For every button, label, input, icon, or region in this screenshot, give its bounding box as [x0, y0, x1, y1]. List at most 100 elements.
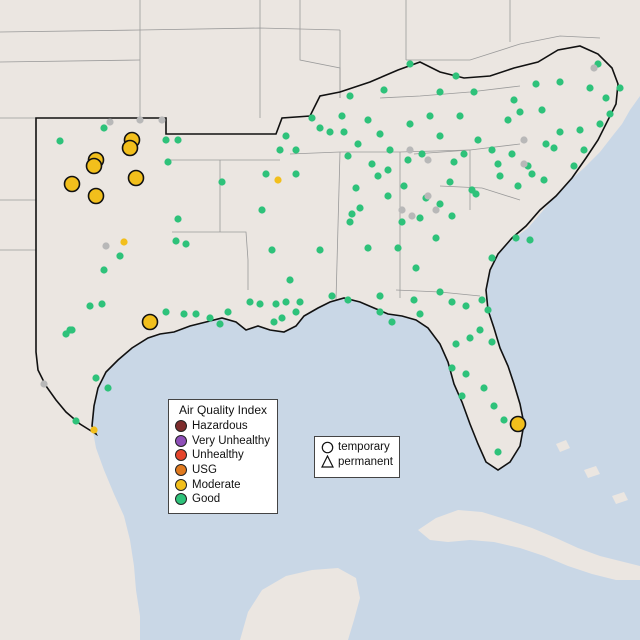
- monitor-good[interactable]: [494, 160, 502, 168]
- monitor-good[interactable]: [452, 72, 460, 80]
- monitor-good[interactable]: [344, 152, 352, 160]
- monitor-good[interactable]: [538, 106, 546, 114]
- monitor-good[interactable]: [412, 264, 420, 272]
- monitor-good[interactable]: [100, 124, 108, 132]
- monitor-good[interactable]: [192, 310, 200, 318]
- monitor-good[interactable]: [292, 170, 300, 178]
- monitor-good[interactable]: [446, 178, 454, 186]
- monitor-good[interactable]: [348, 210, 356, 218]
- monitor-good[interactable]: [452, 340, 460, 348]
- monitor-good[interactable]: [532, 80, 540, 88]
- monitor-good[interactable]: [268, 246, 276, 254]
- monitor-good[interactable]: [224, 308, 232, 316]
- monitor-no-data[interactable]: [520, 160, 528, 168]
- monitor-good[interactable]: [448, 212, 456, 220]
- monitor-good[interactable]: [104, 384, 112, 392]
- monitor-good[interactable]: [484, 306, 492, 314]
- monitor-good[interactable]: [246, 298, 254, 306]
- monitor-good[interactable]: [356, 204, 364, 212]
- monitor-good[interactable]: [516, 108, 524, 116]
- monitor-good[interactable]: [576, 126, 584, 134]
- monitor-moderate-large[interactable]: [63, 175, 81, 193]
- monitor-good[interactable]: [406, 120, 414, 128]
- monitor-good[interactable]: [468, 186, 476, 194]
- monitor-good[interactable]: [500, 416, 508, 424]
- monitor-good[interactable]: [490, 402, 498, 410]
- monitor-good[interactable]: [556, 78, 564, 86]
- monitor-good[interactable]: [256, 300, 264, 308]
- monitor-good[interactable]: [542, 140, 550, 148]
- monitor-good[interactable]: [470, 88, 478, 96]
- monitor-good[interactable]: [346, 92, 354, 100]
- monitor-good[interactable]: [308, 114, 316, 122]
- monitor-no-data[interactable]: [106, 118, 114, 126]
- monitor-good[interactable]: [488, 146, 496, 154]
- monitor-good[interactable]: [466, 334, 474, 342]
- monitor-good[interactable]: [56, 137, 64, 145]
- monitor-good[interactable]: [550, 144, 558, 152]
- monitor-good[interactable]: [292, 308, 300, 316]
- monitor-good[interactable]: [376, 130, 384, 138]
- monitor-good[interactable]: [556, 128, 564, 136]
- monitor-good[interactable]: [488, 338, 496, 346]
- monitor-good[interactable]: [174, 215, 182, 223]
- monitor-good[interactable]: [376, 308, 384, 316]
- monitor-moderate-large[interactable]: [85, 157, 103, 175]
- monitor-good[interactable]: [292, 146, 300, 154]
- monitor-good[interactable]: [494, 448, 502, 456]
- monitor-good[interactable]: [270, 318, 278, 326]
- monitor-good[interactable]: [286, 276, 294, 284]
- monitor-good[interactable]: [398, 218, 406, 226]
- monitor-good[interactable]: [72, 417, 80, 425]
- monitor-good[interactable]: [510, 96, 518, 104]
- monitor-good[interactable]: [262, 170, 270, 178]
- monitor-moderate[interactable]: [90, 426, 98, 434]
- monitor-good[interactable]: [460, 150, 468, 158]
- monitor-good[interactable]: [92, 374, 100, 382]
- monitor-good[interactable]: [416, 310, 424, 318]
- monitor-no-data[interactable]: [432, 206, 440, 214]
- monitor-good[interactable]: [296, 298, 304, 306]
- monitor-good[interactable]: [416, 214, 424, 222]
- monitor-moderate-large[interactable]: [121, 139, 139, 157]
- monitor-good[interactable]: [448, 298, 456, 306]
- monitor-good[interactable]: [426, 112, 434, 120]
- monitor-good[interactable]: [282, 298, 290, 306]
- monitor-good[interactable]: [374, 172, 382, 180]
- monitor-no-data[interactable]: [406, 146, 414, 154]
- monitor-no-data[interactable]: [520, 136, 528, 144]
- monitor-good[interactable]: [380, 86, 388, 94]
- monitor-good[interactable]: [346, 218, 354, 226]
- monitor-good[interactable]: [436, 200, 444, 208]
- monitor-good[interactable]: [68, 326, 76, 334]
- monitor-good[interactable]: [180, 310, 188, 318]
- monitor-good[interactable]: [540, 176, 548, 184]
- monitor-good[interactable]: [504, 116, 512, 124]
- monitor-good[interactable]: [394, 244, 402, 252]
- monitor-good[interactable]: [162, 308, 170, 316]
- monitor-good[interactable]: [344, 296, 352, 304]
- monitor-no-data[interactable]: [102, 242, 110, 250]
- monitor-good[interactable]: [580, 146, 588, 154]
- monitor-good[interactable]: [616, 84, 624, 92]
- monitor-good[interactable]: [496, 172, 504, 180]
- monitor-no-data[interactable]: [158, 116, 166, 124]
- monitor-good[interactable]: [364, 116, 372, 124]
- monitor-good[interactable]: [400, 182, 408, 190]
- monitor-good[interactable]: [86, 302, 94, 310]
- monitor-good[interactable]: [272, 300, 280, 308]
- monitor-moderate[interactable]: [120, 238, 128, 246]
- monitor-moderate-large[interactable]: [141, 313, 159, 331]
- monitor-good[interactable]: [528, 170, 536, 178]
- monitor-no-data[interactable]: [408, 212, 416, 220]
- monitor-good[interactable]: [570, 162, 578, 170]
- monitor-good[interactable]: [164, 158, 172, 166]
- monitor-good[interactable]: [100, 266, 108, 274]
- monitor-good[interactable]: [450, 158, 458, 166]
- monitor-good[interactable]: [512, 234, 520, 242]
- monitor-good[interactable]: [316, 124, 324, 132]
- monitor-good[interactable]: [278, 314, 286, 322]
- monitor-good[interactable]: [172, 237, 180, 245]
- monitor-good[interactable]: [316, 246, 324, 254]
- monitor-good[interactable]: [216, 320, 224, 328]
